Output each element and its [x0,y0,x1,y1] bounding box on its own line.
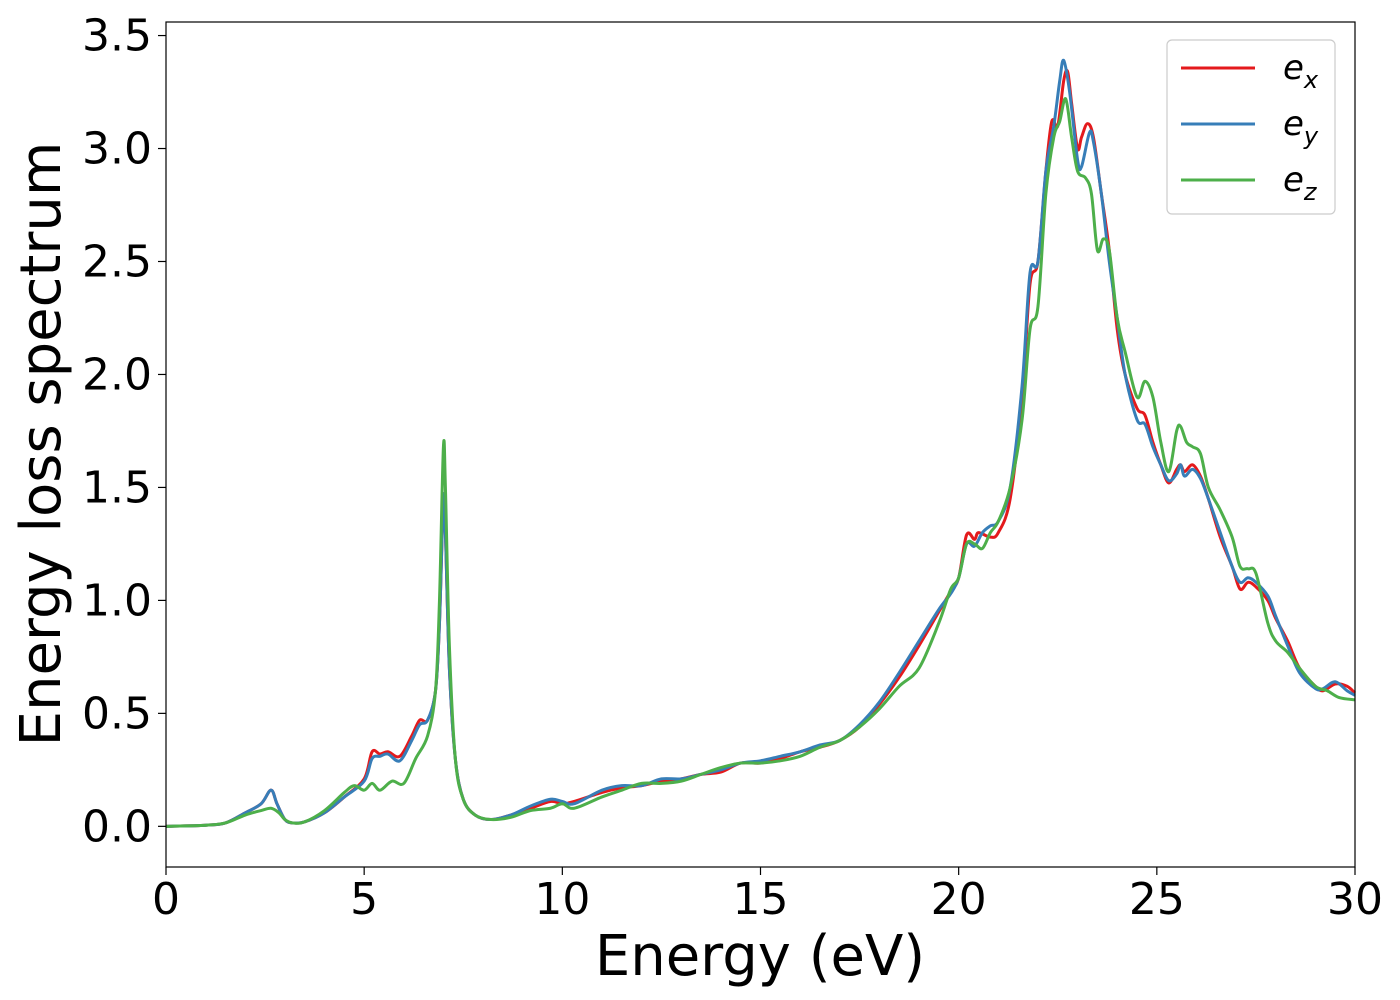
x-tick-label: 25 [1129,874,1185,925]
x-tick-label: 10 [534,874,590,925]
y-tick-label: 1.5 [82,462,152,513]
x-tick-label: 20 [931,874,987,925]
legend-box [1166,39,1336,215]
y-tick-label: 1.0 [82,575,152,626]
y-tick-label: 2.0 [82,349,152,400]
series-lines [165,58,1357,828]
legend-label-y: ey [1283,104,1319,150]
y-tick-label: 0.0 [82,801,152,852]
x-tick-label: 0 [152,874,180,925]
x-tick-label: 15 [733,874,789,925]
x-axis-ticks: 0 5 10 15 20 25 30 [152,867,1383,925]
y-tick-label: 3.5 [82,11,152,62]
legend: ex ey ez [1166,39,1336,215]
x-tick-label: 5 [350,874,378,925]
legend-label-z: ez [1283,160,1318,206]
y-axis-label: Energy loss spectrum [9,142,74,747]
series-line-y [165,58,1356,828]
y-tick-label: 2.5 [82,236,152,287]
y-tick-label: 3.0 [82,124,152,175]
y-axis-ticks: 0.0 0.5 1.0 1.5 2.0 2.5 3.0 3.5 [82,11,166,852]
x-tick-label: 30 [1327,874,1383,925]
y-tick-label: 0.5 [82,688,152,739]
x-axis-label: Energy (eV) [595,924,925,989]
legend-label-x: ex [1283,48,1319,94]
series-line-z [165,97,1356,828]
